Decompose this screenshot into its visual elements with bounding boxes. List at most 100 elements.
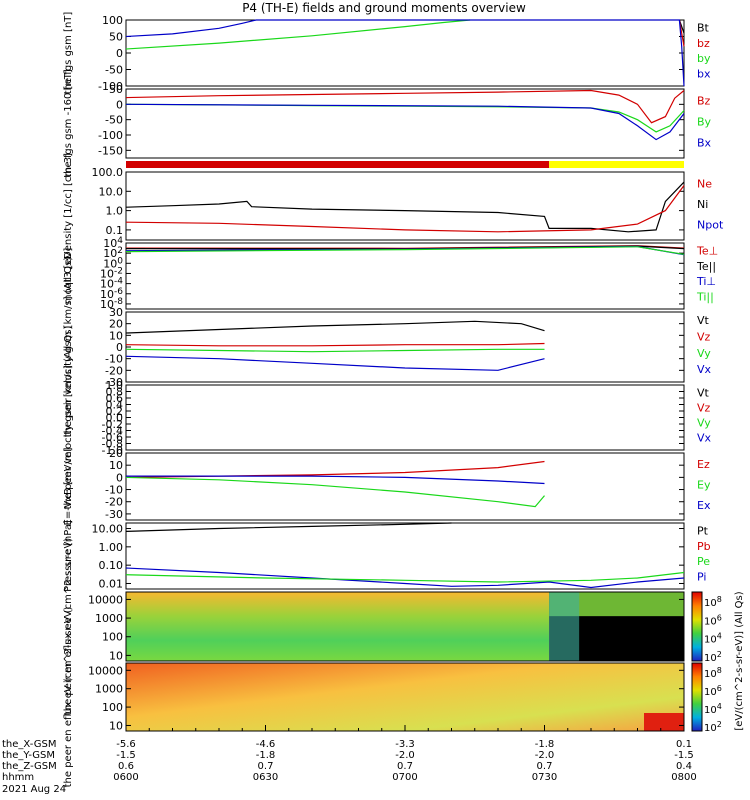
y-tick-label: 1000 <box>95 683 123 696</box>
y-tick-label: 1.00 <box>99 541 124 554</box>
series-Pe <box>125 571 685 583</box>
y-tick-label: -30 <box>105 508 123 521</box>
series-Vz <box>125 342 545 347</box>
y-tick-label: 10000 <box>88 593 123 606</box>
x-row-value: 0.6 <box>118 761 134 772</box>
series-By <box>125 103 685 133</box>
y-tick-label: 102 <box>103 246 123 260</box>
y-tick-label: -0.6 <box>102 431 123 444</box>
y-tick-label: 0.4 <box>106 399 124 412</box>
y-tick-label: 0.01 <box>99 577 124 590</box>
legend-entry: Vx <box>697 363 712 376</box>
y-tick-label: 1.0 <box>106 379 124 392</box>
y-axis-label: Pressure [nPa] <box>63 520 74 592</box>
legend-entry: Ey <box>697 479 711 492</box>
y-tick-label: -150 <box>98 144 123 157</box>
series-Bx <box>125 103 685 141</box>
y-axis-label: the peir velocity gsm [km/s] (All Qs) <box>63 257 74 438</box>
legend-entry: Ne <box>697 177 712 190</box>
y-tick-label: 10.00 <box>92 523 124 536</box>
y-axis-label: the fgs gsm -160 [nT] <box>63 69 74 178</box>
series-Bz <box>125 89 685 124</box>
colorbar-tick-label: 102 <box>704 650 722 664</box>
legend-entry: Bt <box>697 22 710 35</box>
y-tick-label: 0.0 <box>106 412 124 425</box>
colorbar-peer_spec <box>691 662 703 732</box>
x-row-label: the_X-GSM <box>2 739 56 750</box>
y-tick-label: -50 <box>105 64 123 77</box>
legend-entry: by <box>697 52 711 65</box>
y-tick-label: 10.0 <box>99 185 124 198</box>
legend-entry: Ez <box>697 458 710 471</box>
y-tick-label: -0.2 <box>102 418 123 431</box>
legend-entry: Bz <box>697 95 711 108</box>
mode-bar-segment <box>549 161 684 168</box>
colorbar: 108 106 104 102 108 106 104 102 [eV/(cm^2-s-sr-e… <box>691 591 745 734</box>
series-Ti|| <box>125 246 685 255</box>
x-row-value: -4.6 <box>256 739 276 750</box>
y-tick-label: 104 <box>103 236 123 250</box>
y-axis-label: E=-VxB [mV/m] <box>63 447 74 525</box>
legend-entry: By <box>697 116 712 129</box>
series-Vt <box>125 320 545 334</box>
y-tick-label: -100 <box>98 80 123 93</box>
y-tick-label: -10 <box>105 484 123 497</box>
x-row-value: 0.7 <box>258 761 274 772</box>
series-by <box>125 19 471 50</box>
colorbar-label: [eV/(cm^2-s-sr-eV)] (All Qs) <box>734 591 745 730</box>
panel-frame <box>125 591 685 662</box>
colorbar-tick-label: 106 <box>704 613 722 627</box>
x-row-value: 0.4 <box>676 761 692 772</box>
x-row-value: 0.7 <box>397 761 413 772</box>
y-tick-label: 10 <box>109 719 123 732</box>
x-row-value: -5.6 <box>116 739 136 750</box>
y-axis-label: the peer en eflux eV (cm^2-s-sr-eV) <box>63 607 74 788</box>
y-tick-label: 100 <box>102 701 123 714</box>
x-row-value: 0730 <box>532 772 557 783</box>
x-row-value: 0800 <box>671 772 696 783</box>
series-Pt <box>125 522 452 532</box>
y-tick-label: 100 <box>102 14 123 27</box>
legend-entry: Vt <box>697 386 710 399</box>
series-bx <box>125 19 685 87</box>
y-tick-label: 0.2 <box>106 405 124 418</box>
panel-density: 100.0 10.0 1.0 0.1 Density [1/cc] [cm-3] Ne Ni… <box>63 153 724 259</box>
legend-entry: Pb <box>697 540 711 553</box>
legend-entry: Vz <box>697 401 711 414</box>
y-tick-label: 10000 <box>88 664 123 677</box>
legend-entry: Pi <box>697 571 706 584</box>
panel-fgs_gsm_m160: 50 0 -50 -100 -150 the fgs gsm -160 [nT] Bz By B… <box>63 69 712 178</box>
x-row-value: -1.8 <box>256 750 276 761</box>
x-row-label: the_Y-GSM <box>2 750 55 761</box>
legend-entry: Pt <box>697 525 709 538</box>
panel-frame <box>125 522 685 590</box>
y-tick-label: 1.0 <box>106 205 124 218</box>
series-Vx <box>125 355 545 371</box>
y-tick-label: 20 <box>109 447 123 460</box>
x-row-label: hhmm <box>2 772 34 783</box>
panel-fgs_gsm: 100 50 0 -50 -100 the fgs gsm [nT] Bt bz by bx <box>63 12 711 95</box>
series-Vy <box>125 348 545 353</box>
y-tick-label: 10 <box>109 459 123 472</box>
y-tick-label: 0 <box>116 471 123 484</box>
legend-entry: Te⊥ <box>696 245 718 258</box>
colorbar-tick-label: 106 <box>704 684 722 698</box>
colorbar-tick-label: 104 <box>704 702 722 716</box>
legend-entry: Vt <box>697 314 710 327</box>
legend-entry: Vy <box>697 347 711 360</box>
legend-entry: bz <box>697 37 710 50</box>
panel-frame <box>125 311 685 383</box>
y-tick-label: 50 <box>109 31 123 44</box>
x-row-value: 0.7 <box>537 761 553 772</box>
peer-spectrogram-hot <box>644 713 684 731</box>
legend-entry: Te|| <box>696 260 716 273</box>
y-tick-label: 10 <box>109 649 123 662</box>
x-row-value: -2.0 <box>395 750 415 761</box>
series-Ex <box>126 475 545 485</box>
y-tick-label: 0 <box>116 341 123 354</box>
x-row-value: -2.0 <box>535 750 555 761</box>
legend-entry: Ti|| <box>696 291 714 304</box>
legend-entry: Ex <box>697 499 711 512</box>
